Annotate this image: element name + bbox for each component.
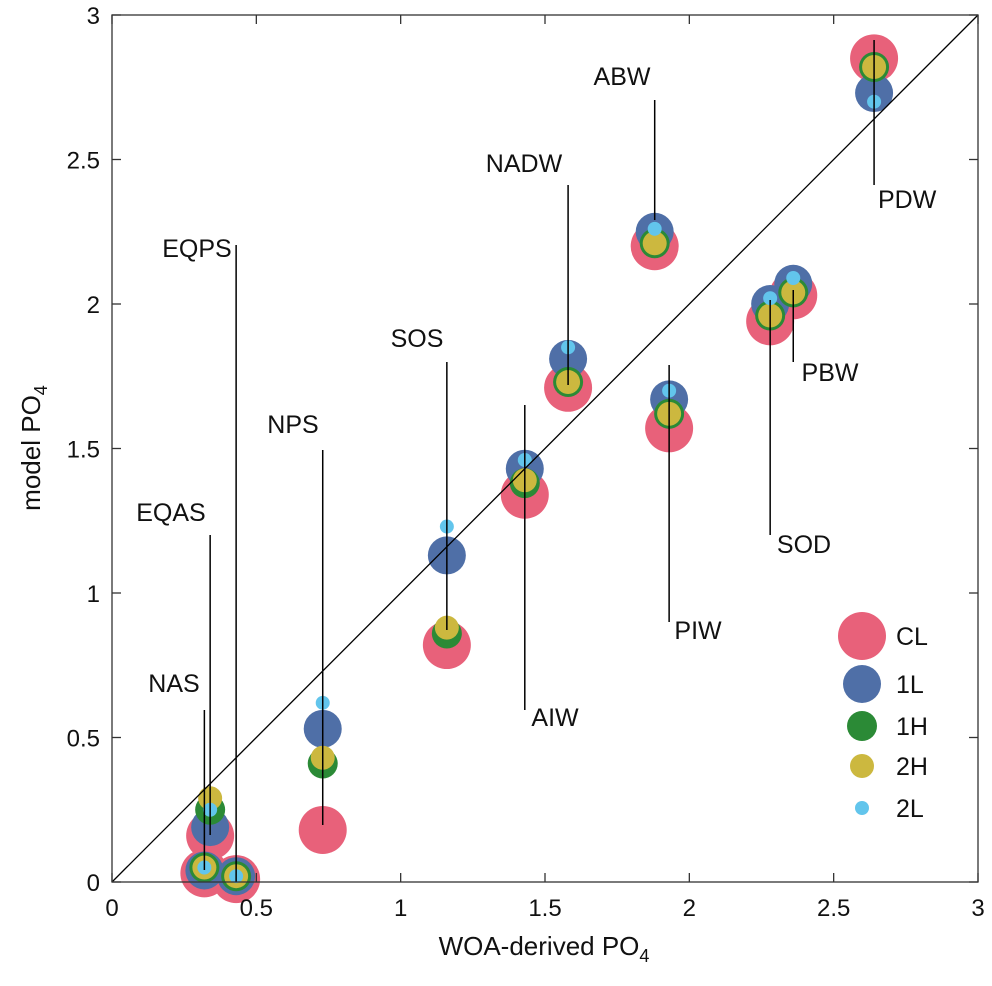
- one-to-one-line: [111, 14, 979, 883]
- y-tick-label: 0.5: [67, 726, 100, 753]
- label-sod: SOD: [777, 531, 831, 559]
- legend-marker-2l: [855, 801, 869, 815]
- x-tick-label: 1.5: [528, 895, 561, 922]
- legend-label-cl: CL: [896, 623, 928, 651]
- y-tick-label: 1: [87, 581, 100, 608]
- point-labels: PDW ABW PBW SOD NADW PIW AIW SOS NPS EQAS NAS EQPS: [136, 63, 936, 732]
- label-eqps: EQPS: [162, 235, 231, 263]
- label-eqas: EQAS: [136, 499, 205, 527]
- legend: CL 1L 1H 2H 2L: [838, 612, 928, 823]
- legend-label-2h: 2H: [896, 753, 928, 781]
- point-CL-nps: [298, 805, 347, 854]
- y-tick-label: 2: [87, 292, 100, 319]
- x-tick-label: 1: [394, 895, 407, 922]
- legend-marker-2h: [850, 754, 874, 778]
- x-tick-label: 0: [105, 895, 118, 922]
- label-abw: ABW: [594, 63, 651, 91]
- x-tick-label: 3: [971, 895, 984, 922]
- y-tick-label: 3: [87, 3, 100, 30]
- y-tick-label: 1.5: [67, 437, 100, 464]
- legend-label-1l: 1L: [896, 671, 924, 699]
- point-2H-abw: [642, 231, 667, 256]
- x-tick-label: 0.5: [240, 895, 273, 922]
- label-nadw: NADW: [486, 150, 563, 178]
- x-axis-label: WOA-derived PO4: [439, 931, 650, 966]
- label-pdw: PDW: [878, 186, 937, 214]
- x-tick-label: 2: [683, 895, 696, 922]
- point-2L-abw: [647, 221, 662, 236]
- y-tick-label: 0: [87, 870, 100, 897]
- label-nps: NPS: [267, 411, 318, 439]
- legend-label-1h: 1H: [896, 713, 928, 741]
- legend-marker-1h: [847, 711, 877, 741]
- label-nas: NAS: [148, 670, 199, 698]
- x-tick-label: 2.5: [817, 895, 850, 922]
- label-pbw: PBW: [802, 359, 859, 387]
- label-sos: SOS: [391, 325, 444, 353]
- label-leader-lines: [203, 40, 875, 882]
- axis-ticks: 0 0.5 1 1.5 2 2.5 3 0 0.5 1 1.5 2 2.5 3: [67, 3, 985, 922]
- y-tick-label: 2.5: [67, 148, 100, 175]
- legend-marker-1l: [843, 665, 881, 703]
- label-aiw: AIW: [531, 704, 579, 732]
- legend-label-2l: 2L: [896, 795, 924, 823]
- point-2L-pbw: [786, 270, 801, 285]
- label-piw: PIW: [674, 617, 722, 645]
- y-axis-label: model PO4: [16, 385, 51, 511]
- legend-marker-cl: [838, 612, 886, 660]
- point-2L-sod: [763, 291, 778, 306]
